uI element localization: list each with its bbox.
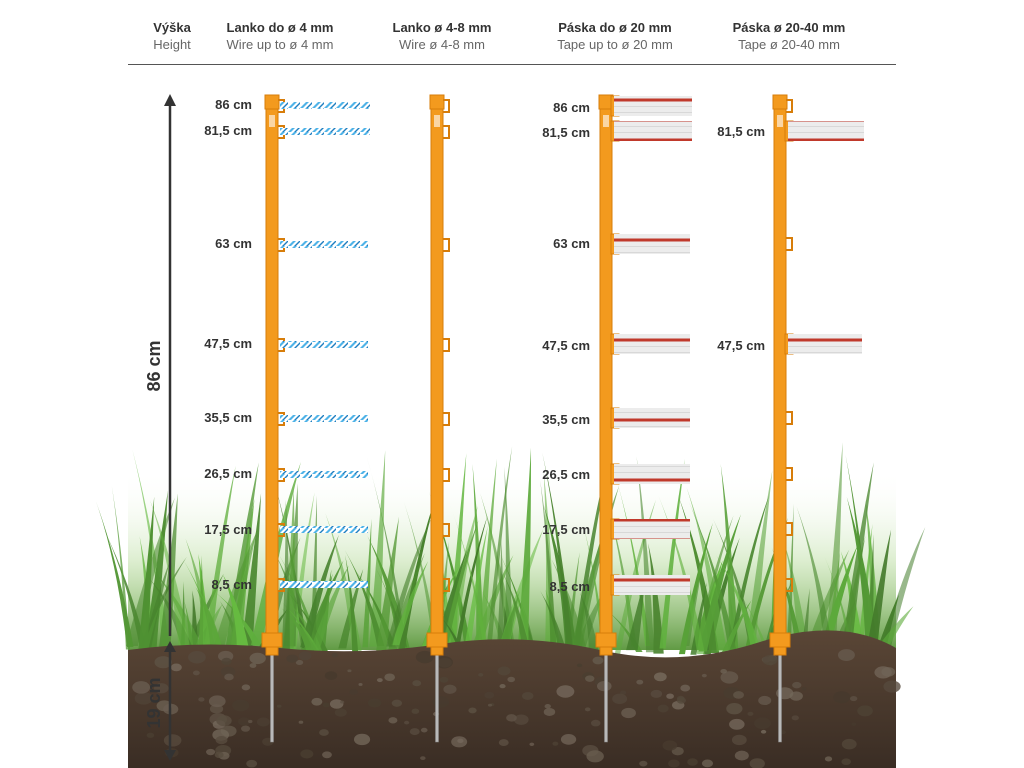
wire-strand <box>280 341 368 348</box>
soil-clods <box>132 649 901 768</box>
wire-height-label: 63 cm <box>215 236 252 251</box>
wire-strand <box>280 526 368 533</box>
wire-strand <box>280 415 368 422</box>
header-tape-20-40mm-subtitle: Tape ø 20-40 mm <box>738 37 840 52</box>
wide-tape-strip <box>788 121 864 141</box>
header-height-title: Výška <box>153 20 191 35</box>
header-wire-4-8mm: Lanko ø 4-8 mm Wire ø 4-8 mm <box>372 20 512 52</box>
wire-strands <box>280 102 370 588</box>
fence-post-2 <box>426 94 450 743</box>
header-tape-20mm: Páska do ø 20 mm Tape up to ø 20 mm <box>540 20 690 52</box>
header-wire-4mm-title: Lanko do ø 4 mm <box>226 20 334 35</box>
tape-height-label: 26,5 cm <box>542 467 590 482</box>
wire-height-label: 81,5 cm <box>204 123 252 138</box>
wire-height-label: 35,5 cm <box>204 410 252 425</box>
axis-label-above-ground: 86 cm <box>144 340 164 391</box>
wire-height-label: 86 cm <box>215 97 252 112</box>
tape-height-label: 17,5 cm <box>542 522 590 537</box>
tape-strips <box>614 96 692 595</box>
wide-tape-strip <box>788 334 862 354</box>
tape-height-label: 86 cm <box>553 100 590 115</box>
tape-height-label: 35,5 cm <box>542 412 590 427</box>
tape-height-label: 81,5 cm <box>542 125 590 140</box>
header-height: Výška Height <box>140 20 204 52</box>
fence-post-4 <box>769 94 794 743</box>
tape-height-label: 63 cm <box>553 236 590 251</box>
header-divider <box>128 64 896 65</box>
wire-height-label: 26,5 cm <box>204 466 252 481</box>
tape-strip <box>614 519 690 539</box>
header-wire-4mm-subtitle: Wire up to ø 4 mm <box>226 37 334 52</box>
header-height-subtitle: Height <box>153 37 191 52</box>
wire-height-label: 47,5 cm <box>204 336 252 351</box>
axis-label-below-ground: 19 cm <box>144 677 164 728</box>
tape-strip <box>614 464 690 484</box>
tape-strip <box>614 408 690 428</box>
header-wire-4-8mm-subtitle: Wire ø 4-8 mm <box>399 37 485 52</box>
wide-tape-height-label: 47,5 cm <box>717 338 765 353</box>
wire-strand <box>280 128 370 135</box>
header-tape-20mm-title: Páska do ø 20 mm <box>558 20 672 35</box>
height-axis <box>164 94 176 761</box>
tape-height-labels: 86 cm 81,5 cm 63 cm 47,5 cm 35,5 cm 26,5… <box>542 100 590 594</box>
wire-height-label: 8,5 cm <box>212 577 252 592</box>
fence-post-1 <box>261 94 285 743</box>
wide-tape-strips <box>788 121 864 354</box>
tape-strip <box>614 334 690 354</box>
header-tape-20mm-subtitle: Tape up to ø 20 mm <box>557 37 673 52</box>
header-tape-20-40mm: Páska ø 20-40 mm Tape ø 20-40 mm <box>714 20 864 52</box>
wire-height-labels: 86 cm 81,5 cm 63 cm 47,5 cm 35,5 cm 26,5… <box>204 97 252 592</box>
tape-height-label: 47,5 cm <box>542 338 590 353</box>
tape-strip <box>614 575 690 595</box>
wire-strand <box>280 241 368 248</box>
tape-strip <box>614 234 690 254</box>
tape-strip <box>614 121 692 141</box>
wide-tape-height-label: 81,5 cm <box>717 124 765 139</box>
wire-height-label: 17,5 cm <box>204 522 252 537</box>
wire-strand <box>280 581 368 588</box>
header-wire-4-8mm-title: Lanko ø 4-8 mm <box>392 20 492 35</box>
wire-strand <box>280 102 370 109</box>
wide-tape-height-labels: 81,5 cm 47,5 cm <box>717 124 765 353</box>
header-wire-4mm: Lanko do ø 4 mm Wire up to ø 4 mm <box>210 20 350 52</box>
wire-strand <box>280 471 368 478</box>
tape-height-label: 8,5 cm <box>550 579 590 594</box>
header-tape-20-40mm-title: Páska ø 20-40 mm <box>732 20 846 35</box>
tape-strip <box>614 96 692 116</box>
